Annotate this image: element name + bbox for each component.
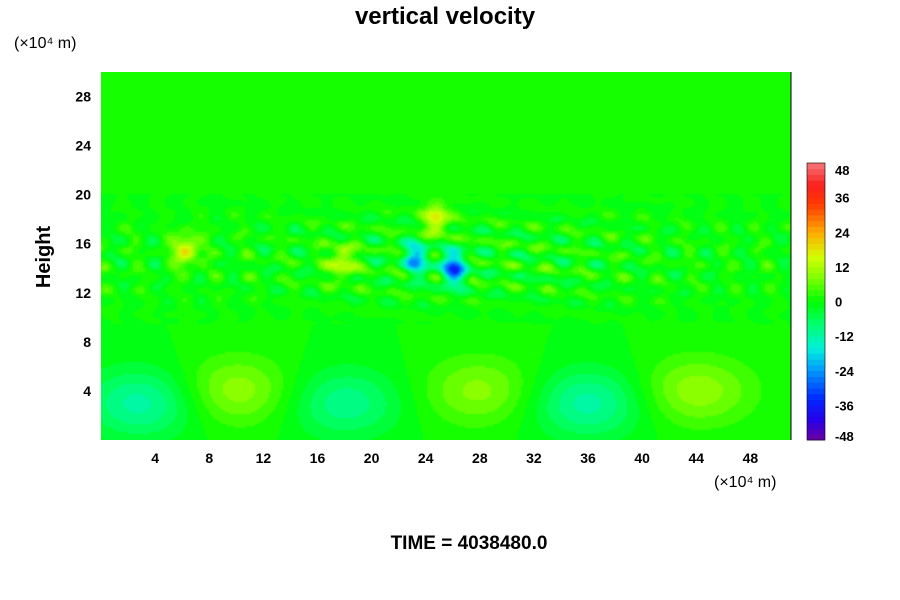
x-tick-label: 32 xyxy=(526,450,542,466)
y-axis-unit: (×10⁴ m) xyxy=(14,35,76,52)
x-tick-label: 8 xyxy=(205,450,213,466)
colorbar-swatch xyxy=(807,411,825,418)
y-axis-label: Height xyxy=(33,226,55,289)
colorbar-frame xyxy=(806,162,826,441)
colorbar-swatch xyxy=(807,266,825,274)
colorbar-swatch xyxy=(807,180,825,187)
colorbar-swatch xyxy=(807,203,825,210)
colorbar-swatch xyxy=(807,255,825,262)
colorbar-swatch xyxy=(807,347,825,354)
x-tick-label: 44 xyxy=(689,450,705,466)
colorbar-swatch xyxy=(807,220,825,227)
y-tick-label: 4 xyxy=(83,383,91,399)
colorbar-tick-label: -36 xyxy=(835,398,854,413)
colorbar-swatch xyxy=(807,318,825,325)
colorbar-swatch xyxy=(807,388,825,395)
x-tick-label: 48 xyxy=(743,450,759,466)
colorbar-swatch xyxy=(807,249,825,256)
colorbar-swatch xyxy=(807,278,825,285)
colorbar-tick-label: -24 xyxy=(835,364,855,379)
colorbar: 48 36 24 12 0 -12 -24 -36 -48 xyxy=(806,162,855,444)
x-axis-unit: (×10⁴ m) xyxy=(714,474,776,491)
colorbar-swatch xyxy=(807,416,825,424)
x-axis-ticks: 4 8 12 16 20 24 28 32 36 40 44 48 xyxy=(151,450,758,466)
y-tick-label: 28 xyxy=(75,89,91,105)
colorbar-swatch xyxy=(807,364,825,372)
colorbar-swatch xyxy=(807,226,825,233)
colorbar-swatch xyxy=(807,359,825,366)
x-tick-label: 36 xyxy=(580,450,596,466)
colorbar-tick-label: -48 xyxy=(835,429,854,444)
colorbar-tick-label: 36 xyxy=(835,191,849,206)
colorbar-swatch xyxy=(807,393,825,401)
colorbar-swatch xyxy=(807,261,825,268)
colorbar-swatch xyxy=(807,422,825,429)
colorbar-swatch xyxy=(807,405,825,412)
colorbar-swatch xyxy=(807,191,825,199)
colorbar-swatch xyxy=(807,243,825,250)
colorbar-swatch xyxy=(807,382,825,389)
y-tick-label: 8 xyxy=(83,334,91,350)
vertical-velocity-field xyxy=(101,72,791,440)
colorbar-swatch xyxy=(807,353,825,360)
chart-title: vertical velocity xyxy=(355,3,536,30)
colorbar-swatch xyxy=(807,174,825,181)
time-footer: TIME = 4038480.0 xyxy=(391,533,548,554)
colorbar-swatch xyxy=(807,399,825,406)
colorbar-tick-label: -12 xyxy=(835,329,854,344)
colorbar-swatch xyxy=(807,209,825,216)
x-tick-label: 24 xyxy=(418,450,434,466)
colorbar-swatch xyxy=(807,324,825,331)
colorbar-swatch xyxy=(807,272,825,279)
colorbar-swatch xyxy=(807,434,825,441)
colorbar-tick-label: 24 xyxy=(835,225,850,240)
y-axis-ticks: 4 8 12 16 20 24 28 xyxy=(75,89,91,399)
colorbar-swatch xyxy=(807,238,825,245)
x-tick-label: 12 xyxy=(256,450,272,466)
colorbar-swatch xyxy=(807,232,825,239)
x-tick-label: 4 xyxy=(151,450,159,466)
colorbar-swatch xyxy=(807,168,825,175)
colorbar-swatch xyxy=(807,330,825,337)
colorbar-tick-label: 12 xyxy=(835,260,849,275)
y-tick-label: 16 xyxy=(75,236,91,252)
colorbar-swatch xyxy=(807,197,825,204)
colorbar-swatch xyxy=(807,295,825,302)
colorbar-tick-label: 0 xyxy=(835,295,842,310)
x-tick-label: 20 xyxy=(364,450,380,466)
colorbar-swatch xyxy=(807,370,825,377)
colorbar-swatch xyxy=(807,313,825,320)
y-tick-label: 12 xyxy=(75,285,91,301)
x-tick-label: 28 xyxy=(472,450,488,466)
colorbar-swatch xyxy=(807,428,825,435)
colorbar-swatch xyxy=(807,336,825,343)
heatmap-plot-area xyxy=(101,72,792,440)
colorbar-swatch xyxy=(807,341,825,349)
x-tick-label: 40 xyxy=(634,450,650,466)
y-tick-label: 20 xyxy=(75,187,91,203)
colorbar-swatch xyxy=(807,163,825,170)
x-tick-label: 16 xyxy=(310,450,326,466)
colorbar-swatch xyxy=(807,214,825,222)
colorbar-swatch xyxy=(807,307,825,314)
y-tick-label: 24 xyxy=(75,138,91,154)
colorbar-swatch xyxy=(807,376,825,383)
colorbar-swatch xyxy=(807,284,825,291)
colorbar-tick-label: 48 xyxy=(835,163,849,178)
colorbar-swatch xyxy=(807,289,825,297)
colorbar-swatch xyxy=(807,186,825,193)
colorbar-swatch xyxy=(807,301,825,308)
